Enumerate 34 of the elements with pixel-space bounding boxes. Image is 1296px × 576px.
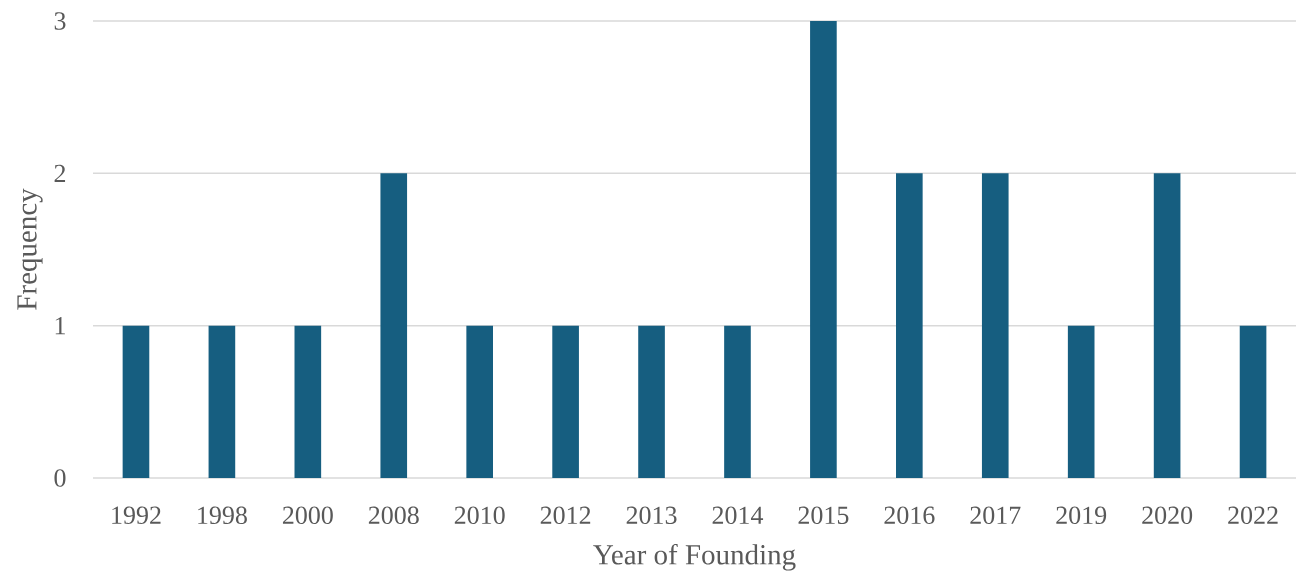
x-tick-label: 2010 bbox=[454, 506, 505, 525]
bar bbox=[1067, 325, 1095, 478]
bar bbox=[810, 21, 837, 478]
x-tick-label: 1992 bbox=[112, 506, 161, 524]
x-tick-label: 2008 bbox=[368, 506, 419, 525]
y-tick-label: 1 bbox=[55, 317, 65, 335]
x-axis-title: Year of Founding bbox=[593, 543, 796, 571]
bar bbox=[1239, 325, 1267, 478]
bar bbox=[552, 325, 579, 478]
x-tick-label: 2012 bbox=[540, 506, 591, 525]
bar bbox=[294, 325, 322, 478]
x-tick-label: 2014 bbox=[712, 506, 764, 525]
x-tick-label: 1998 bbox=[198, 506, 247, 525]
bar bbox=[466, 325, 493, 478]
x-tick-label: 2016 bbox=[884, 506, 935, 525]
x-tick-label: 2020 bbox=[1142, 506, 1193, 525]
bar bbox=[208, 325, 236, 478]
y-tick-label: 3 bbox=[54, 12, 66, 30]
bar bbox=[896, 173, 923, 478]
x-tick-label: 2017 bbox=[970, 506, 1021, 525]
x-tick-label: 2022 bbox=[1228, 506, 1278, 525]
bar bbox=[1153, 173, 1181, 478]
bar bbox=[380, 173, 408, 478]
bar bbox=[122, 325, 150, 478]
x-tick-label: 2015 bbox=[798, 506, 849, 525]
y-axis-title: Frequency bbox=[17, 188, 43, 310]
x-tick-label: 2000 bbox=[282, 506, 333, 525]
bar bbox=[638, 325, 665, 478]
bar bbox=[981, 173, 1009, 478]
x-tick-label: 2013 bbox=[626, 506, 677, 525]
x-tick-label: 2019 bbox=[1056, 506, 1107, 525]
bar bbox=[724, 325, 751, 478]
y-tick-label: 2 bbox=[54, 164, 66, 182]
y-tick-label: 0 bbox=[54, 469, 66, 487]
